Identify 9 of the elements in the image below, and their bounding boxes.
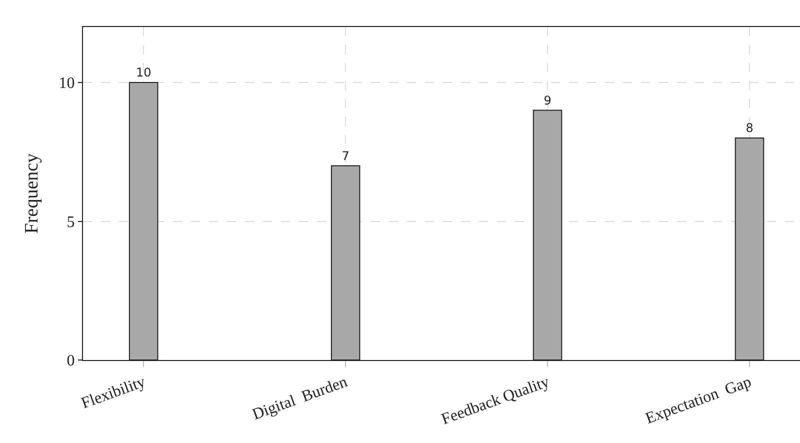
data-label: 8 (746, 121, 754, 135)
y-tick-label: 10 (58, 75, 75, 92)
y-tick-label: 0 (66, 352, 75, 370)
data-label: 10 (136, 66, 152, 80)
y-axis-title: Frequency (22, 152, 43, 234)
data-label: 9 (544, 93, 552, 108)
y-tick-label: 5 (66, 214, 75, 231)
x-tick-label: Digital Burden (250, 374, 350, 424)
data-label: 7 (342, 148, 350, 163)
